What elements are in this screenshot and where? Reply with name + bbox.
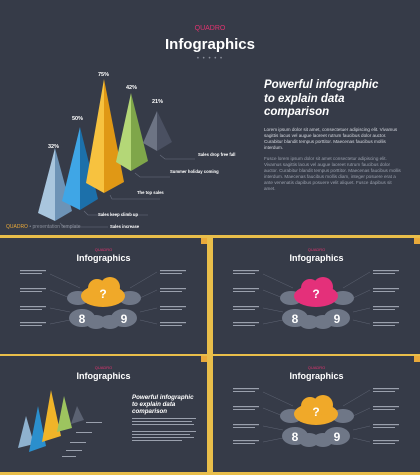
pyramid-label-2: Sales keep climb up: [98, 212, 138, 217]
cloud-number-8: 8: [79, 312, 86, 326]
thumb-brand-tag: QUADRO: [94, 365, 113, 370]
corner-marker: [414, 356, 420, 362]
leader-line-5: [159, 154, 195, 160]
cloud-infographic: ? 8 9: [233, 388, 399, 447]
slide-title: Infographics: [164, 36, 255, 53]
pyramid-value-1: 32%: [48, 144, 59, 150]
pyramid-value-5: 21%: [152, 99, 163, 105]
pyramid-value-4: 42%: [126, 85, 137, 91]
corner-marker: [201, 238, 207, 244]
cloud-number-8: 8: [292, 312, 299, 326]
footer-brand: QUADRO: [6, 224, 28, 230]
thumb-title: Infographics: [76, 371, 131, 381]
cloud-question: ?: [312, 287, 319, 301]
pyramid-label-4: Summer holiday coming: [170, 169, 219, 174]
slide-thumbnail-3[interactable]: QUADRO Infographics Powerful infographic…: [0, 356, 207, 472]
slide-thumbnail-1[interactable]: QUADRO Infographics ? 8 9: [0, 238, 207, 354]
main-headline: Powerful infographic to explain data com…: [264, 79, 379, 118]
leader-line-1: [59, 222, 108, 228]
cloud-number-9: 9: [334, 430, 341, 444]
thumb-brand-tag: QUADRO: [307, 365, 326, 370]
body-paragraph: Fusce lorem ipsum dolor sit amet consect…: [264, 156, 401, 191]
thumb-title: Infographics: [76, 253, 131, 263]
leader-line-3: [109, 194, 160, 200]
pyramid-75: [86, 79, 124, 193]
thumb-headline: Powerful infographic to explain data com…: [132, 394, 194, 415]
pyramid-21: [143, 111, 172, 151]
cloud-infographic: ? 8 9: [20, 270, 186, 329]
pyramid-infographic: [18, 390, 102, 457]
pyramid-infographic: 32% 50% 75% 42% 21% Sales increase Sales…: [38, 72, 235, 229]
cloud-number-9: 9: [334, 312, 341, 326]
slide-footer: QUADRO • presentation template: [6, 224, 81, 230]
slide-thumbnail-4[interactable]: QUADRO Infographics ? 8 9: [213, 356, 420, 472]
thumb-text-lines: [132, 418, 196, 441]
thumb-brand-tag: QUADRO: [94, 247, 113, 252]
main-slide-preview[interactable]: QUADRO Infographics • • • • •: [0, 0, 420, 235]
cloud-number-8: 8: [292, 430, 299, 444]
thumb-brand-tag: QUADRO: [307, 247, 326, 252]
cloud-question: ?: [99, 287, 106, 301]
pyramid-label-5: Sales drop free fall: [198, 152, 235, 157]
pyramid-42: [116, 93, 148, 171]
thumb-title: Infographics: [289, 371, 344, 381]
cloud-number-9: 9: [121, 312, 128, 326]
slide-brand-tag: QUADRO: [194, 25, 226, 32]
corner-marker: [201, 356, 207, 362]
thumb-title: Infographics: [289, 253, 344, 263]
corner-marker: [414, 238, 420, 244]
slide-thumbnail-2[interactable]: QUADRO Infographics ? 8 9: [213, 238, 420, 354]
pyramid-label-1: Sales increase: [110, 224, 140, 229]
cloud-question: ?: [312, 405, 319, 419]
leader-line-2: [83, 210, 148, 216]
pyramid-value-2: 50%: [72, 116, 83, 122]
cloud-infographic: ? 8 9: [233, 270, 399, 329]
pyramid-value-3: 75%: [98, 72, 109, 78]
footer-text: • presentation template: [29, 224, 81, 230]
title-divider: • • • • •: [196, 56, 224, 62]
leader-line-4: [134, 172, 170, 178]
pyramid-label-3: The top sales: [137, 190, 164, 195]
lead-paragraph: Lorem ipsum dolor sit amet, consectetuer…: [264, 127, 398, 150]
